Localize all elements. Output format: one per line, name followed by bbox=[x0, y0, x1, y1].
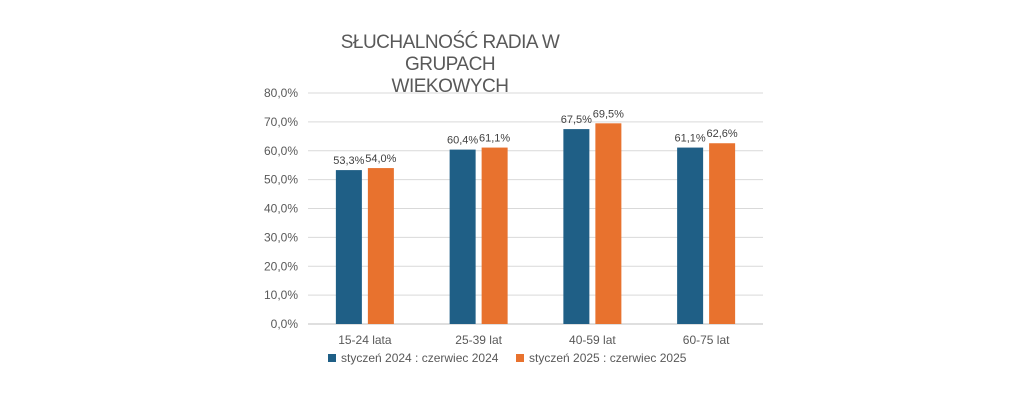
x-tick-label: 60-75 lat bbox=[683, 333, 730, 347]
y-tick-label: 30,0% bbox=[264, 230, 298, 244]
y-tick-label: 10,0% bbox=[264, 288, 298, 302]
y-tick-label: 50,0% bbox=[264, 173, 298, 187]
data-label: 53,3% bbox=[333, 155, 364, 167]
x-tick-label: 15-24 lata bbox=[338, 333, 392, 347]
legend-label-2: styczeń 2025 : czerwiec 2025 bbox=[529, 351, 687, 365]
data-label: 69,5% bbox=[593, 108, 624, 120]
data-labels: 53,3% 54,0%60,4% 61,1%67,5% 69,5%61,1% 62,6% bbox=[333, 108, 738, 167]
chart-title-line-2: WIEKOWYCH bbox=[391, 76, 509, 97]
chart-title: SŁUCHALNOŚĆ RADIA W GRUPACH WIEKOWYCH bbox=[300, 32, 600, 98]
data-label: 61,1% bbox=[675, 133, 706, 145]
x-axis-ticks: 15-24 lata 25-39 lat 40-59 lat 60-75 lat bbox=[338, 333, 730, 347]
bar-series-1-3 bbox=[563, 129, 590, 324]
y-tick-label: 0,0% bbox=[271, 317, 299, 331]
x-tick-label: 25-39 lat bbox=[455, 333, 502, 347]
y-tick-label: 40,0% bbox=[264, 202, 298, 216]
bar-series-2-3 bbox=[595, 123, 622, 324]
y-tick-label: 20,0% bbox=[264, 259, 298, 273]
chart-title-line-1: SŁUCHALNOŚĆ RADIA W GRUPACH bbox=[340, 32, 560, 75]
bar-series-1-1 bbox=[335, 170, 362, 324]
y-tick-label: 80,0% bbox=[264, 86, 298, 100]
legend-label-1: styczeń 2024 : czerwiec 2024 bbox=[341, 351, 499, 365]
data-label: 67,5% bbox=[561, 114, 592, 126]
y-tick-label: 60,0% bbox=[264, 144, 298, 158]
bar-series-1-4 bbox=[677, 147, 704, 324]
data-label: 54,0% bbox=[365, 153, 396, 165]
bar-series-1-2 bbox=[449, 149, 476, 324]
bar-series-2-1 bbox=[367, 168, 394, 324]
data-label: 60,4% bbox=[447, 135, 478, 147]
x-tick-label: 40-59 lat bbox=[569, 333, 616, 347]
y-tick-label: 70,0% bbox=[264, 115, 298, 129]
data-label: 62,6% bbox=[707, 128, 738, 140]
data-label: 61,1% bbox=[479, 133, 510, 145]
legend-swatch-1 bbox=[328, 354, 336, 362]
bars bbox=[335, 123, 736, 324]
legend: styczeń 2024 : czerwiec 2024 styczeń 2025… bbox=[328, 351, 687, 365]
bar-series-2-4 bbox=[709, 143, 736, 324]
bar-series-2-2 bbox=[481, 147, 508, 324]
legend-swatch-2 bbox=[516, 354, 524, 362]
y-axis-ticks: 0,0% 10,0% 20,0% 30,0% 40,0% 50,0% 60,0% 70,0% 8… bbox=[264, 86, 298, 331]
